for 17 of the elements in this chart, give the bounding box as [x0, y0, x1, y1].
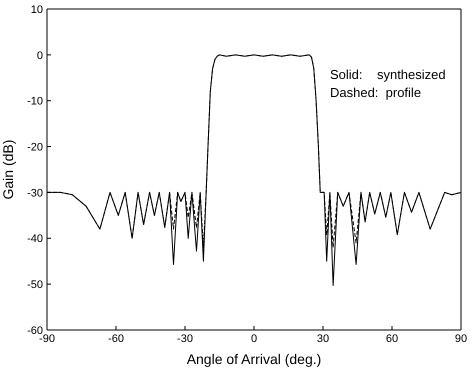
y-tick-label: 10 — [30, 4, 43, 16]
x-tick-label: 30 — [316, 332, 330, 345]
x-tick-label: -30 — [177, 332, 193, 345]
x-tick-label: -60 — [108, 332, 124, 345]
x-tick-label: 0 — [250, 332, 258, 345]
x-axis-title: Angle of Arrival (deg.) — [186, 351, 322, 367]
x-tick-label: 60 — [386, 332, 398, 345]
y-tick-label: -10 — [27, 96, 43, 108]
y-tick-label: -40 — [27, 233, 43, 246]
y-tick-label: -30 — [27, 187, 43, 200]
annotation: Dashed: profile — [330, 84, 422, 102]
y-axis-title: Gain (dB) — [0, 140, 16, 200]
annotation: Solid: synthesized — [330, 66, 446, 84]
y-tick-label: -50 — [27, 279, 43, 292]
y-tick-label: -20 — [27, 141, 43, 154]
x-tick-label: 90 — [454, 332, 468, 345]
y-tick-label: 0 — [36, 50, 43, 62]
